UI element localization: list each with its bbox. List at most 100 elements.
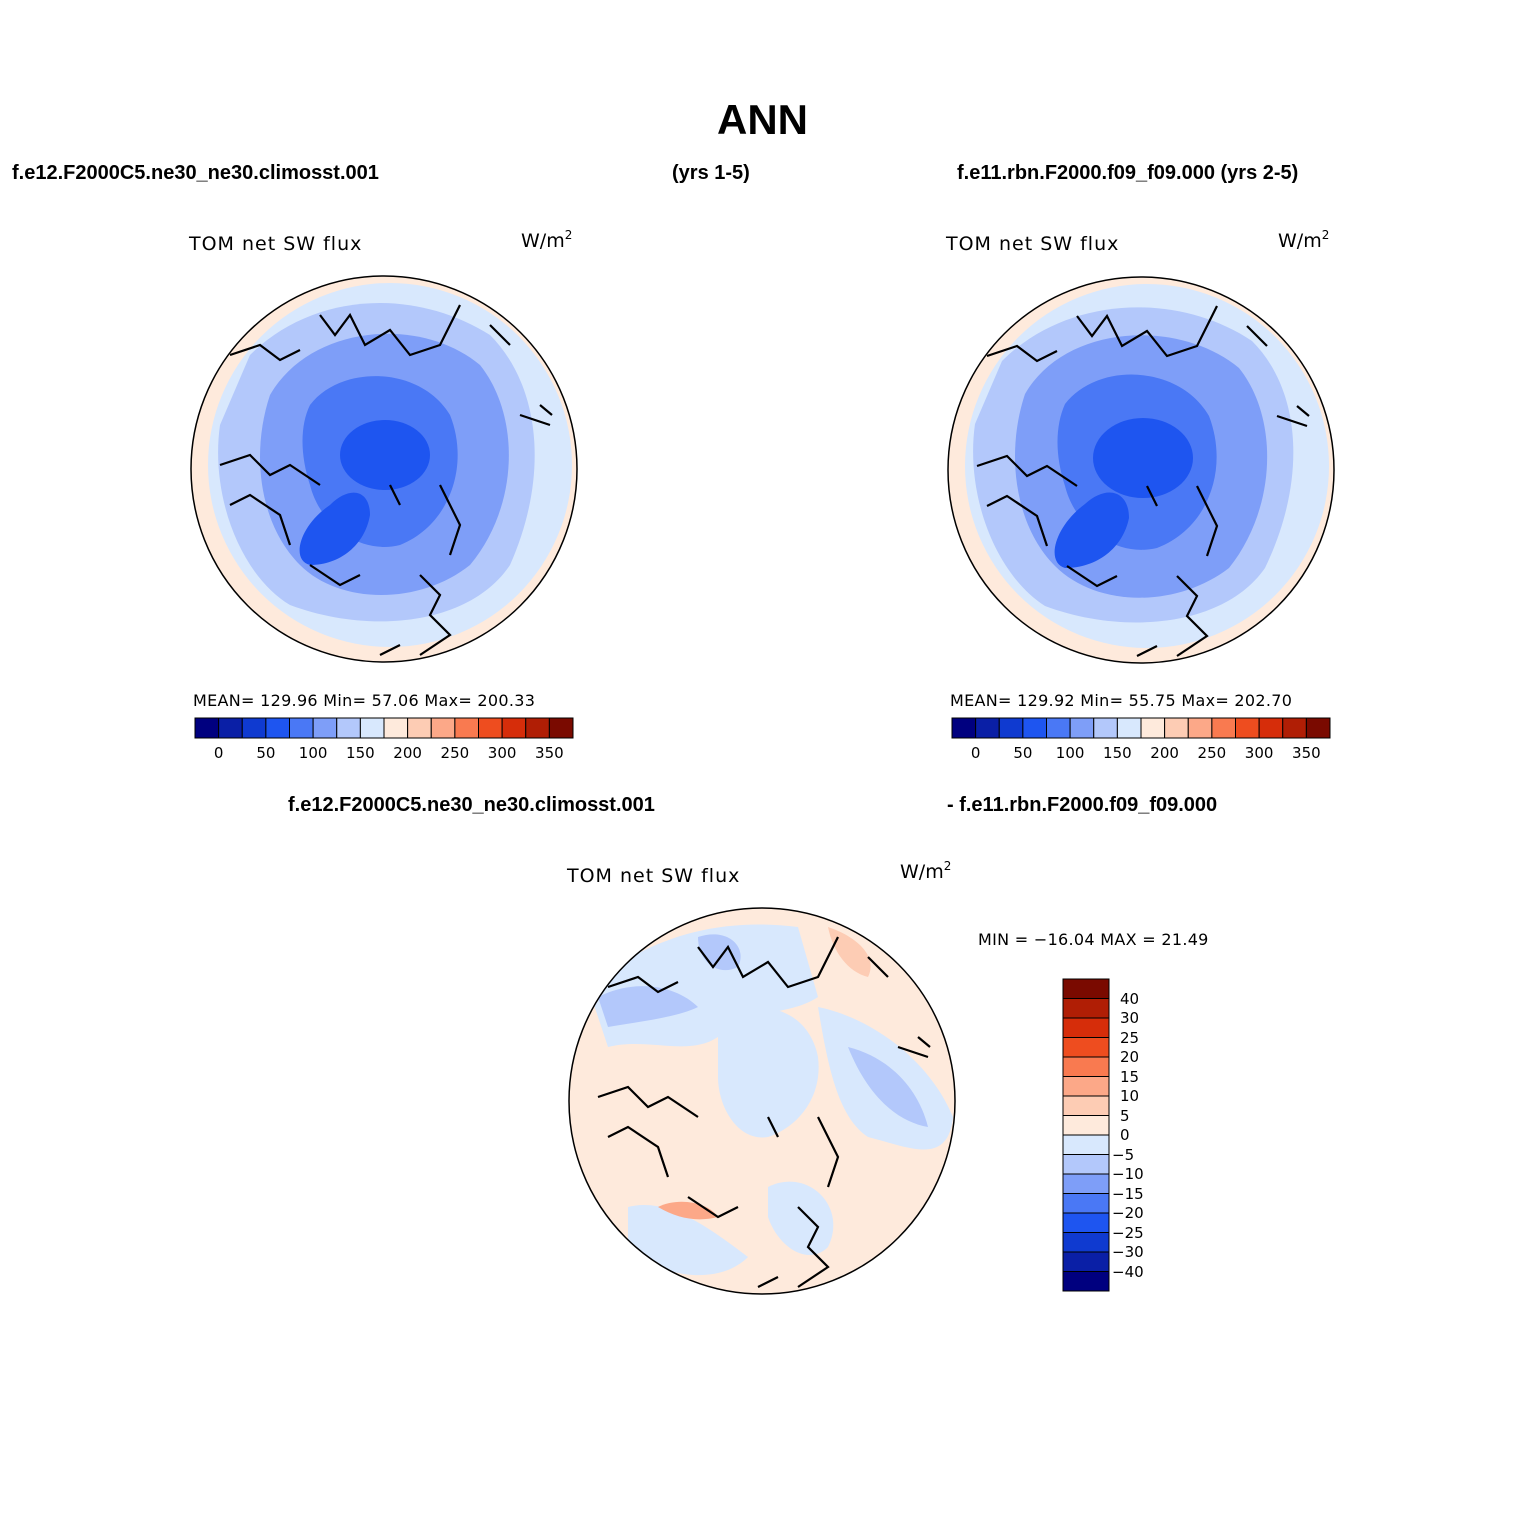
colorbar-2-box: [1235, 717, 1260, 739]
colorbar-3-tick-label: 5: [1120, 1106, 1130, 1125]
colorbar-1-box: [194, 717, 220, 739]
colorbar-1-box: [218, 717, 243, 739]
map3-cool-region-2: [718, 1007, 819, 1138]
colorbar-3-tick-label: 20: [1120, 1048, 1140, 1066]
colorbar-3-box: [1062, 1134, 1110, 1155]
map3-warm-ne: [828, 927, 871, 977]
colorbar-3-box: [1062, 1056, 1110, 1077]
colorbar-1-box: [454, 717, 479, 739]
colorbar-1-box: [383, 717, 409, 739]
colorbar-3-box: [1062, 1076, 1110, 1097]
colorbar-2-tick-label: 250: [1197, 744, 1227, 762]
colorbar-2-box: [1116, 717, 1142, 739]
colorbar-3-box: [1062, 998, 1110, 1019]
colorbar-1-tick-label: 350: [535, 744, 564, 762]
map3-cool-region-4: [628, 1205, 748, 1276]
map2-greenland-fill: [1054, 492, 1129, 568]
colorbar-panel-3: [1062, 978, 1110, 1292]
colorbar-3-box: [1062, 1173, 1110, 1194]
colorbar-1-box: [548, 717, 574, 739]
colorbar-2-box: [1187, 717, 1213, 739]
panel1-stats: MEAN= 129.96 Min= 57.06 Max= 200.33: [193, 691, 536, 710]
colorbar-3-box: [1062, 1115, 1110, 1136]
colorbar-1-box: [478, 717, 503, 739]
colorbar-1-tick-label: 200: [393, 744, 422, 762]
panel2-variable-title: TOM net SW flux: [946, 233, 1120, 255]
colorbar-panel-3-labels: 40 30 25 20 15 10 5 0 −5 −10 −15 −20 −25 −30 −40: [1112, 979, 1176, 1291]
map1-coastlines: [219, 304, 553, 656]
colorbar-2-tick-label: 200: [1150, 744, 1179, 762]
colorbar-2-tick-label: 350: [1292, 744, 1321, 762]
diff-right-case: - f.e11.rbn.F2000.f09_f09.000: [947, 794, 1218, 816]
colorbar-3-box: [1062, 1154, 1110, 1175]
colorbar-1-tick-label: 100: [298, 744, 328, 762]
diff-left-case: f.e12.F2000C5.ne30_ne30.climosst.001: [288, 794, 655, 816]
colorbar-2-tick-label: 0: [970, 744, 981, 762]
colorbar-2-box: [1046, 717, 1071, 739]
map1-greenland-fill: [299, 492, 370, 565]
panel3-variable-title: TOM net SW flux: [567, 865, 741, 887]
panel1-variable-title: TOM net SW flux: [189, 233, 363, 255]
colorbar-1-box: [407, 717, 432, 739]
colorbar-2-box: [1140, 717, 1166, 739]
map3-med-cool-1: [598, 986, 698, 1027]
map-panel-2: [947, 276, 1335, 664]
colorbar-2-box: [951, 717, 977, 739]
panel1-units: W/m2: [521, 228, 573, 252]
page-title: ANN: [717, 96, 808, 143]
panel2-stats: MEAN= 129.92 Min= 55.75 Max= 202.70: [950, 691, 1293, 710]
map3-med-cool-2: [848, 1047, 928, 1127]
colorbar-1-tick-label: 300: [487, 744, 517, 762]
colorbar-1-tick-label: 0: [213, 744, 224, 762]
colorbar-1-box: [289, 717, 314, 739]
colorbar-1-box: [241, 717, 267, 739]
colorbar-1-box: [525, 717, 550, 739]
colorbar-2-tick-label: 150: [1103, 744, 1132, 762]
map-panel-1: [190, 275, 578, 663]
colorbar-2-box: [1069, 717, 1095, 739]
colorbar-2-box: [1258, 717, 1284, 739]
colorbar-1-tick-label: 50: [256, 744, 276, 762]
colorbar-2-box: [1093, 717, 1118, 739]
colorbar-3-box: [1062, 1095, 1110, 1116]
colorbar-3-tick-label: −40: [1112, 1262, 1144, 1281]
colorbar-3-tick-label: 15: [1120, 1067, 1140, 1086]
colorbar-2-box: [975, 717, 1000, 739]
colorbar-1-box: [265, 717, 290, 739]
panel3-units: W/m2: [900, 859, 952, 883]
colorbar-2-box: [1282, 717, 1307, 739]
colorbar-3-box: [1062, 1271, 1110, 1292]
colorbar-1-box: [501, 717, 527, 739]
right-case-name: f.e11.rbn.F2000.f09_f09.000 (yrs 2-5): [957, 162, 1299, 184]
colorbar-3-box: [1062, 1212, 1110, 1233]
colorbar-3-box: [1062, 1037, 1110, 1058]
colorbar-3-tick-label: −20: [1112, 1204, 1144, 1222]
colorbar-2-box: [998, 717, 1024, 739]
colorbar-1-box: [336, 717, 361, 739]
colorbar-1-box: [359, 717, 385, 739]
map3-cool-region-5: [768, 1181, 834, 1256]
map2-pole-fill: [1093, 418, 1193, 498]
colorbar-3-tick-label: 10: [1120, 1087, 1140, 1105]
colorbar-3-tick-label: −10: [1112, 1165, 1144, 1183]
colorbar-2-tick-label: 100: [1055, 744, 1085, 762]
colorbar-panel-2: [951, 717, 1331, 739]
colorbar-1-tick-label: 250: [440, 744, 470, 762]
colorbar-3-tick-label: −25: [1112, 1223, 1144, 1242]
colorbar-1-tick-label: 150: [346, 744, 375, 762]
colorbar-3-tick-label: −30: [1112, 1243, 1144, 1261]
panel3-stats: MIN = −16.04 MAX = 21.49: [978, 930, 1209, 949]
colorbar-3-box: [1062, 1017, 1110, 1038]
colorbar-3-tick-label: 40: [1120, 989, 1140, 1008]
colorbar-1-box: [430, 717, 456, 739]
colorbar-3-tick-label: −15: [1112, 1184, 1144, 1203]
colorbar-2-box: [1305, 717, 1331, 739]
colorbar-3-box: [1062, 1232, 1110, 1253]
left-case-name: f.e12.F2000C5.ne30_ne30.climosst.001: [12, 162, 379, 184]
map2-coastlines: [976, 305, 1310, 657]
colorbar-3-box: [1062, 1251, 1110, 1272]
colorbar-2-box: [1164, 717, 1189, 739]
colorbar-3-tick-label: 30: [1120, 1009, 1140, 1027]
colorbar-panel-1-labels: 0 50 100 150 200 250 300 350: [195, 744, 573, 764]
colorbar-3-tick-label: −5: [1112, 1145, 1135, 1164]
